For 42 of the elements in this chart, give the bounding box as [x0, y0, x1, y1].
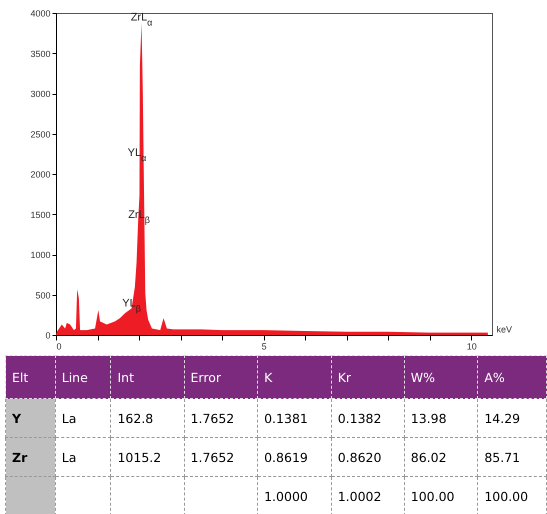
text: La	[62, 410, 76, 426]
y-tick-label: 500	[35, 290, 50, 300]
x-axis-title: keV	[496, 324, 512, 334]
text: 1.0000	[264, 488, 308, 504]
text: 1.7652	[190, 450, 234, 464]
y-tick-label: 3500	[30, 48, 50, 59]
annotation: ZrL$_{α}$	[130, 12, 152, 28]
text: 0.8620	[338, 450, 382, 464]
y-tick-label: 2500	[30, 129, 50, 140]
x-tick-label: 0	[56, 342, 62, 352]
text: 100.00	[410, 488, 454, 504]
category-label: Zr	[12, 450, 28, 464]
text: 1.7652	[190, 410, 234, 426]
text: 13.98	[410, 410, 447, 426]
text: 0.8619	[264, 450, 308, 464]
y-tick-label: 2000	[30, 170, 50, 180]
category-label: Elt	[6, 356, 56, 398]
text: 14.29	[484, 410, 520, 426]
text: 86.02	[410, 450, 447, 464]
category-label: Kr	[331, 356, 404, 398]
y-tick-label: 0	[45, 330, 50, 340]
x-tick-label: 5	[262, 342, 267, 352]
category-label: W%	[404, 356, 478, 398]
text: La	[62, 450, 76, 464]
category-label: Y	[12, 410, 22, 426]
x-tick-label: 10	[466, 342, 477, 352]
category-label: Int	[110, 356, 184, 398]
category-label: Error	[184, 356, 258, 398]
text: 85.71	[484, 450, 520, 464]
category-label: Line	[55, 356, 111, 398]
text: 0.1382	[338, 410, 382, 426]
y-tick-label: 1500	[30, 210, 50, 220]
text: 162.8	[117, 410, 154, 426]
text: 1.0002	[338, 488, 382, 504]
text: 0.1381	[264, 410, 308, 426]
y-tick-label: 3000	[30, 89, 50, 99]
text: 100.00	[484, 488, 528, 504]
category-label: A%	[478, 356, 546, 398]
category-label: K	[258, 356, 332, 398]
y-tick-label: 4000	[30, 8, 50, 18]
text: 1015.2	[117, 450, 162, 464]
y-tick-label: 1000	[30, 250, 50, 260]
